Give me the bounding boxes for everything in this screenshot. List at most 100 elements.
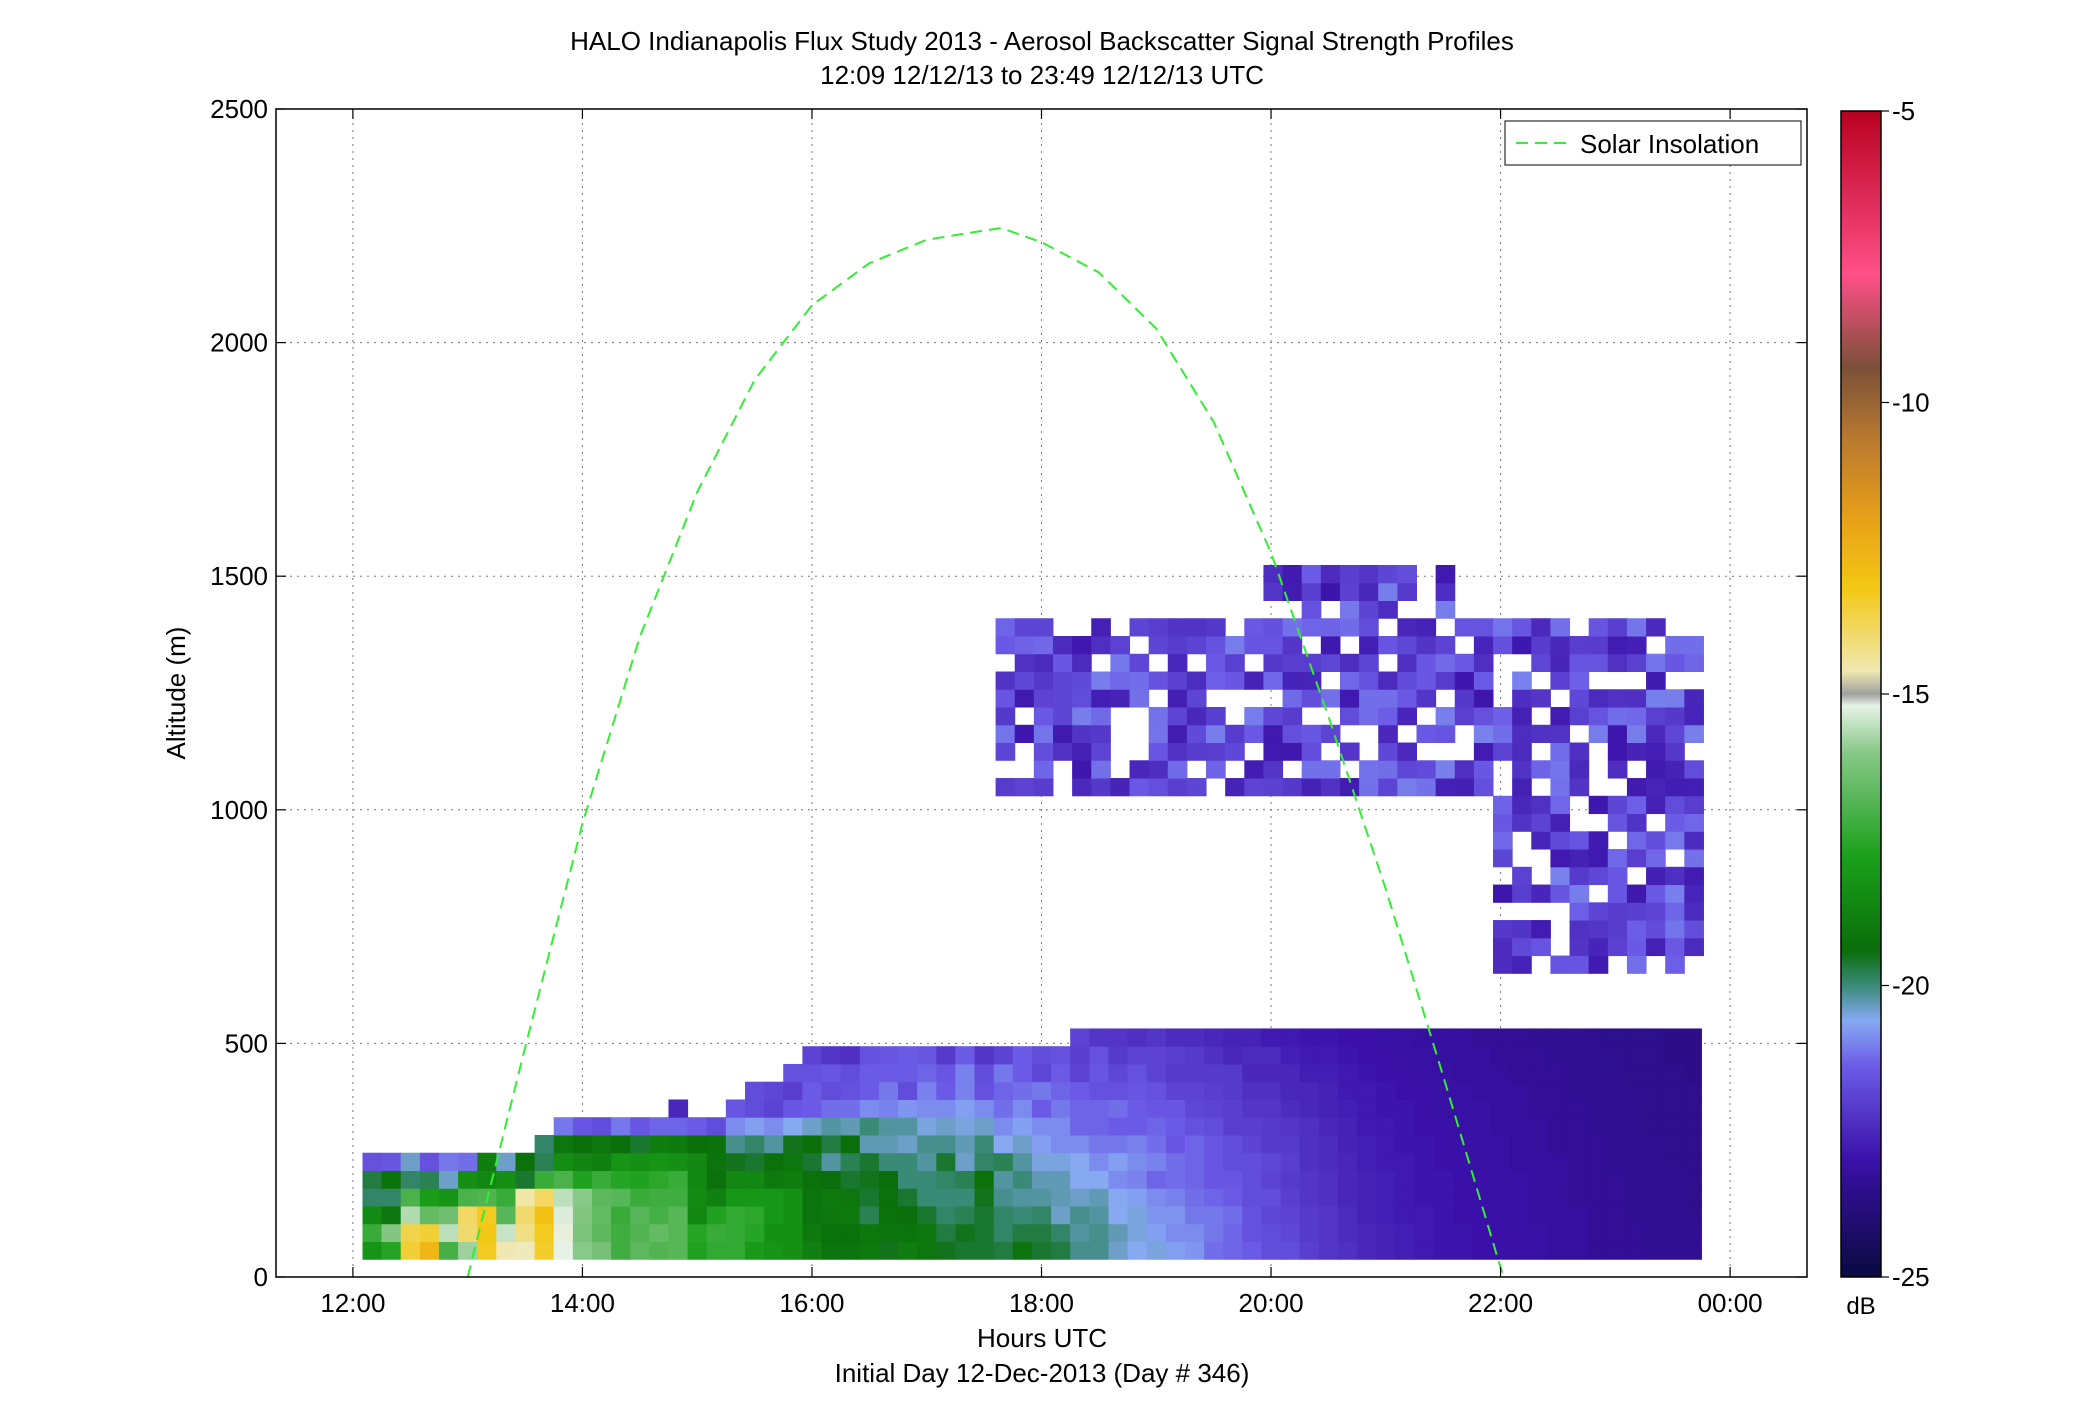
heatmap-cell-upper bbox=[1186, 707, 1207, 726]
heatmap-cell bbox=[1663, 1117, 1683, 1136]
heatmap-cell bbox=[1682, 1099, 1702, 1118]
heatmap-cell bbox=[993, 1099, 1014, 1118]
heatmap-cell bbox=[1682, 1081, 1702, 1100]
heatmap-cell bbox=[1395, 1099, 1416, 1118]
heatmap-cell-upper bbox=[1091, 778, 1111, 797]
heatmap-cell bbox=[572, 1152, 593, 1171]
heatmap-cell-upper bbox=[1148, 760, 1169, 779]
heatmap-cell bbox=[381, 1188, 402, 1207]
heatmap-cell-upper bbox=[1320, 564, 1341, 584]
heatmap-cell bbox=[821, 1099, 842, 1118]
heatmap-cell bbox=[630, 1170, 650, 1189]
heatmap-cell-upper bbox=[1339, 778, 1360, 797]
legend-label-solar: Solar Insolation bbox=[1580, 129, 1759, 159]
heatmap-cell bbox=[917, 1205, 937, 1225]
heatmap-cell bbox=[898, 1188, 918, 1207]
heatmap-cell-upper bbox=[1569, 902, 1590, 921]
heatmap-cell bbox=[630, 1223, 650, 1242]
heatmap-cell-upper bbox=[1033, 760, 1054, 779]
heatmap-cell bbox=[1643, 1188, 1664, 1207]
heatmap-cell bbox=[1031, 1117, 1052, 1136]
heatmap-cell-upper bbox=[1359, 689, 1379, 708]
heatmap-cell bbox=[1089, 1241, 1109, 1260]
heatmap-cell bbox=[1031, 1063, 1052, 1083]
heatmap-cell-upper bbox=[1550, 742, 1571, 761]
heatmap-cell-upper bbox=[1320, 618, 1341, 637]
heatmap-cell bbox=[840, 1063, 861, 1083]
heatmap-cell bbox=[1280, 1063, 1301, 1083]
heatmap-cell-upper bbox=[1091, 618, 1111, 637]
heatmap-cell-upper bbox=[1435, 707, 1456, 726]
heatmap-cell bbox=[1510, 1063, 1530, 1083]
heatmap-cell-upper bbox=[1569, 866, 1590, 886]
heatmap-cell bbox=[553, 1170, 574, 1189]
heatmap-cell bbox=[592, 1134, 612, 1154]
heatmap-cell bbox=[936, 1063, 956, 1083]
heatmap-cell bbox=[802, 1188, 823, 1207]
heatmap-cell bbox=[802, 1046, 823, 1065]
heatmap-cell bbox=[783, 1081, 803, 1100]
heatmap-cell bbox=[1433, 1170, 1454, 1189]
heatmap-cell bbox=[1548, 1028, 1569, 1047]
heatmap-cell bbox=[917, 1099, 937, 1118]
heatmap-cell-upper bbox=[1320, 636, 1341, 655]
heatmap-cell bbox=[534, 1152, 555, 1171]
heatmap-cell-upper bbox=[1033, 618, 1054, 637]
heatmap-cell-upper bbox=[1186, 778, 1207, 797]
heatmap-cell bbox=[1357, 1134, 1377, 1154]
heatmap-cell-upper bbox=[1588, 724, 1609, 744]
heatmap-cell bbox=[745, 1099, 765, 1118]
heatmap-cell bbox=[1299, 1046, 1320, 1065]
heatmap-cell bbox=[515, 1241, 536, 1260]
heatmap-cell bbox=[1471, 1099, 1492, 1118]
heatmap-cell bbox=[821, 1223, 842, 1242]
y-tick-label: 2500 bbox=[210, 94, 268, 124]
heatmap-cell-upper bbox=[1206, 707, 1226, 726]
heatmap-cell-upper bbox=[1512, 884, 1532, 903]
heatmap-cell bbox=[1605, 1099, 1626, 1118]
heatmap-cell bbox=[821, 1134, 842, 1154]
heatmap-cell bbox=[1242, 1188, 1262, 1207]
heatmap-cell bbox=[974, 1099, 995, 1118]
heatmap-cell-upper bbox=[1339, 600, 1360, 619]
heatmap-cell bbox=[534, 1188, 555, 1207]
heatmap-cell-upper bbox=[1416, 671, 1437, 690]
heatmap-cell bbox=[553, 1152, 574, 1171]
heatmap-cell bbox=[668, 1205, 689, 1225]
heatmap-cell bbox=[1491, 1046, 1511, 1065]
heatmap-cell-upper bbox=[1626, 742, 1647, 761]
heatmap-cell bbox=[840, 1117, 861, 1136]
heatmap-cell bbox=[477, 1170, 497, 1189]
heatmap-cell bbox=[1376, 1134, 1396, 1154]
heatmap-cell bbox=[572, 1223, 593, 1242]
heatmap-cell-upper bbox=[1052, 636, 1073, 655]
heatmap-cell-upper bbox=[1072, 707, 1092, 726]
heatmap-cell-upper bbox=[1397, 653, 1417, 673]
heatmap-cell bbox=[1663, 1205, 1683, 1225]
heatmap-cell bbox=[1471, 1134, 1492, 1154]
heatmap-cell bbox=[1089, 1205, 1109, 1225]
heatmap-cell bbox=[1031, 1046, 1052, 1065]
heatmap-cell-upper bbox=[1569, 707, 1590, 726]
heatmap-cell bbox=[1586, 1099, 1607, 1118]
heatmap-cell bbox=[840, 1205, 861, 1225]
heatmap-cell bbox=[1261, 1046, 1282, 1065]
heatmap-cell bbox=[1261, 1223, 1282, 1242]
heatmap-cell bbox=[1376, 1152, 1396, 1171]
heatmap-cell-upper bbox=[1301, 582, 1322, 601]
heatmap-cell-upper bbox=[1569, 636, 1590, 655]
heatmap-cell bbox=[1414, 1134, 1435, 1154]
heatmap-cell-upper bbox=[1091, 636, 1111, 655]
heatmap-cell bbox=[878, 1117, 899, 1136]
heatmap-cell-upper bbox=[1493, 724, 1513, 744]
heatmap-cell bbox=[1643, 1241, 1664, 1260]
heatmap-cell-upper bbox=[1397, 742, 1417, 761]
heatmap-cell bbox=[859, 1081, 880, 1100]
heatmap-cell-upper bbox=[1626, 778, 1647, 797]
heatmap-cell bbox=[1643, 1223, 1664, 1242]
heatmap-cell bbox=[821, 1188, 842, 1207]
heatmap-cell bbox=[1012, 1205, 1033, 1225]
heatmap-cell bbox=[1491, 1188, 1511, 1207]
heatmap-cell-upper bbox=[1378, 564, 1398, 584]
heatmap-cell-upper bbox=[1359, 653, 1379, 673]
